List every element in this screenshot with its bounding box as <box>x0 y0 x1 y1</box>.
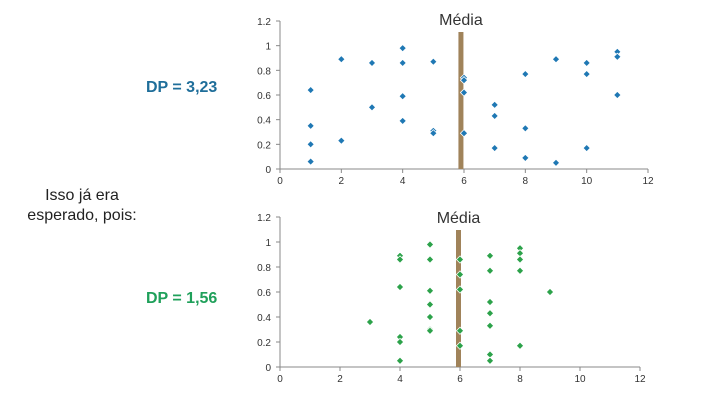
bottom-data-point <box>515 266 525 275</box>
bottom-mean-label: Média <box>437 210 481 227</box>
top-data-point <box>337 55 346 64</box>
top-data-point <box>429 57 438 66</box>
bottom-y-tick-label: 0.4 <box>257 313 271 324</box>
top-y-tick-label: 0.4 <box>257 116 271 127</box>
bottom-data-point <box>485 266 495 275</box>
top-data-point <box>582 69 591 79</box>
bottom-y-tick-label: 0.8 <box>257 263 271 274</box>
top-data-point <box>459 76 469 85</box>
bottom-data-point <box>365 317 375 327</box>
top-data-point <box>582 143 591 153</box>
bottom-data-point <box>455 255 465 264</box>
bottom-data-point <box>515 255 525 264</box>
bottom-x-tick-label: 2 <box>337 374 343 385</box>
top-mean-line <box>458 32 464 169</box>
top-data-point <box>459 129 469 138</box>
top-x-tick-label: 10 <box>581 176 593 187</box>
dp-label-bottom: DP = 1,56 <box>146 290 218 307</box>
bottom-data-point <box>485 297 495 307</box>
top-data-point <box>490 100 499 110</box>
bottom-data-point <box>425 255 435 264</box>
left-caption: Isso já era esperado, pois: <box>27 187 137 224</box>
top-data-point <box>551 55 561 64</box>
top-data-point <box>521 124 530 133</box>
bottom-data-point <box>485 321 495 330</box>
bottom-data-point <box>395 282 405 292</box>
bottom-data-point <box>455 285 465 294</box>
top-data-point <box>521 69 530 79</box>
bottom-y-tick-label: 0 <box>265 363 271 374</box>
top-data-point <box>306 85 315 95</box>
bottom-data-point <box>485 356 495 365</box>
bottom-data-point <box>455 270 465 279</box>
top-x-tick-label: 6 <box>461 176 467 187</box>
top-y-tick-label: 0.2 <box>257 140 271 151</box>
bottom-data-point <box>425 326 435 335</box>
top-data-point <box>613 52 622 61</box>
bottom-y-tick-label: 0.6 <box>257 288 271 299</box>
top-data-point <box>306 121 315 130</box>
top-data-point <box>521 153 530 163</box>
top-x-tick-label: 4 <box>400 176 406 187</box>
top-y-tick-label: 1 <box>265 42 271 53</box>
bottom-data-point <box>395 356 405 365</box>
top-data-point <box>398 92 407 101</box>
top-data-point <box>429 129 438 138</box>
top-y-tick-label: 0.8 <box>257 66 271 77</box>
bottom-data-point <box>455 326 465 335</box>
bottom-x-tick-label: 8 <box>517 374 523 385</box>
bottom-data-point <box>515 341 525 350</box>
top-x-tick-label: 0 <box>277 176 283 187</box>
bottom-data-point <box>485 251 495 260</box>
top-x-tick-label: 12 <box>642 176 654 187</box>
bottom-data-point <box>485 309 495 318</box>
dp-label-top: DP = 3,23 <box>146 79 218 96</box>
bottom-x-tick-label: 6 <box>457 374 463 385</box>
bottom-data-point <box>455 341 465 350</box>
top-data-point <box>459 88 469 97</box>
top-data-point <box>551 158 561 167</box>
top-data-point <box>398 43 407 53</box>
bottom-x-tick-label: 4 <box>397 374 403 385</box>
bottom-x-tick-label: 0 <box>277 374 283 385</box>
top-data-point <box>306 140 315 149</box>
bottom-x-tick-label: 10 <box>574 374 586 385</box>
top-data-point <box>582 58 591 68</box>
top-data-point <box>367 103 377 112</box>
top-data-point <box>367 58 377 68</box>
bottom-data-point <box>395 337 405 347</box>
bottom-x-tick-label: 12 <box>634 374 646 385</box>
top-data-point <box>398 116 407 126</box>
top-y-tick-label: 1.2 <box>257 17 271 28</box>
bottom-data-point <box>425 300 435 309</box>
top-data-point <box>337 136 346 145</box>
bottom-y-tick-label: 0.2 <box>257 338 271 349</box>
bottom-data-point <box>395 255 405 264</box>
bottom-y-tick-label: 1.2 <box>257 213 271 224</box>
top-y-tick-label: 0 <box>265 165 271 176</box>
top-data-point <box>398 58 407 68</box>
bottom-data-point <box>425 312 435 322</box>
bottom-y-tick-label: 1 <box>265 238 271 249</box>
bottom-mean-line <box>456 230 461 367</box>
bottom-data-point <box>545 287 555 297</box>
top-x-tick-label: 8 <box>523 176 529 187</box>
top-data-point <box>490 143 499 153</box>
top-mean-label: Média <box>439 12 483 29</box>
top-x-tick-label: 2 <box>339 176 345 187</box>
top-data-point <box>306 157 315 166</box>
top-y-tick-label: 0.6 <box>257 91 271 102</box>
bottom-data-point <box>425 286 435 295</box>
bottom-data-point <box>425 240 435 249</box>
top-data-point <box>613 90 622 100</box>
top-data-point <box>490 111 499 121</box>
